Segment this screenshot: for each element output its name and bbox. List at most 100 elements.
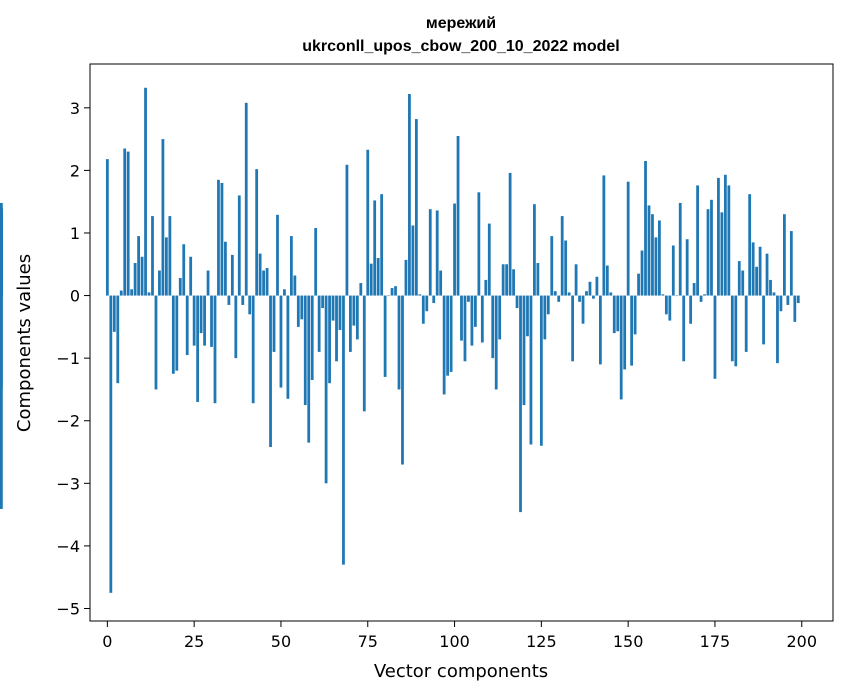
x-tick-label-25: 25 [184, 632, 204, 651]
bar-46 [265, 268, 269, 296]
x-tick-label-200: 200 [786, 632, 817, 651]
y-axis-label: Components values [14, 254, 35, 432]
bar-13 [151, 216, 154, 296]
bar-52 [286, 295, 290, 399]
bar-162 [668, 295, 672, 321]
bar-107 [477, 192, 481, 296]
bar-62 [321, 295, 325, 309]
bar-22 [182, 244, 186, 296]
bar-48 [272, 295, 276, 352]
bar-3 [116, 295, 120, 384]
plot-area [0, 63, 834, 622]
bar-144 [605, 265, 609, 296]
bar-39 [241, 295, 245, 305]
bar-110 [487, 223, 491, 296]
bar-112 [494, 295, 498, 390]
bar-163 [671, 245, 675, 296]
plot-frame [89, 63, 834, 622]
bar-160 [661, 294, 665, 296]
bar-66 [335, 295, 338, 362]
bar-63 [324, 295, 328, 484]
y-tick-label--2: −2 [56, 412, 80, 431]
bar-41 [248, 295, 252, 315]
bar-178 [723, 174, 727, 296]
bar-10 [140, 256, 144, 296]
bar-70 [349, 295, 352, 352]
bar-96 [439, 270, 443, 296]
bar-121 [526, 295, 529, 337]
y-tick-label--4: −4 [56, 537, 80, 556]
bar-11 [144, 87, 147, 296]
bar-21 [178, 278, 182, 296]
x-tick-label-150: 150 [613, 632, 644, 651]
bar-14 [154, 295, 158, 390]
bar-171 [699, 295, 703, 302]
bar-99 [449, 295, 453, 372]
bar-142 [598, 295, 602, 365]
bar-98 [446, 295, 449, 376]
bar-126 [543, 295, 547, 340]
bar-108 [480, 295, 484, 343]
bar-73 [359, 283, 363, 296]
bar-27 [199, 295, 203, 334]
bar-139 [588, 281, 592, 296]
bar-95 [435, 210, 439, 296]
bar-159 [658, 220, 661, 296]
bar-133 [567, 292, 571, 296]
y-tick-label--3: −3 [56, 474, 80, 493]
bar-5 [123, 148, 127, 296]
bar-undefined [0, 253, 3, 296]
bar-106 [474, 295, 477, 327]
bar-183 [741, 270, 745, 296]
bar-134 [571, 295, 574, 362]
bar-76 [369, 263, 373, 296]
bar-67 [338, 295, 342, 330]
bar-102 [460, 295, 463, 341]
bar-166 [682, 295, 686, 362]
bar-186 [751, 242, 755, 296]
bar-31 [213, 295, 217, 404]
bar-47 [269, 295, 272, 448]
bar-59 [310, 295, 314, 381]
bar-87 [408, 94, 411, 296]
bar-20 [175, 295, 179, 371]
x-tick-label-100: 100 [439, 632, 470, 651]
x-tick-label-50: 50 [271, 632, 291, 651]
bar-49 [276, 214, 279, 296]
bar-115 [505, 264, 509, 296]
bar-72 [355, 295, 359, 340]
bar-86 [404, 259, 408, 296]
bar-132 [564, 240, 568, 296]
bar-179 [727, 185, 731, 296]
y-tick-label--5: −5 [56, 599, 80, 618]
bar-16 [161, 139, 165, 296]
bar-82 [390, 288, 394, 296]
bar-60 [314, 227, 318, 296]
bar-84 [397, 295, 401, 390]
bar-151 [630, 295, 634, 366]
bars-group [0, 87, 800, 593]
bar-105 [470, 295, 474, 346]
x-axis-ticks: 0 25 50 75 100 125 150 175 200 [102, 621, 817, 651]
bar-124 [536, 263, 540, 296]
bar-45 [262, 270, 265, 296]
bar-152 [633, 295, 637, 335]
bar-2 [112, 295, 116, 332]
bar-24 [189, 256, 193, 296]
bar-170 [696, 185, 699, 296]
bar-146 [612, 295, 616, 334]
bar-111 [491, 295, 495, 359]
bar-149 [623, 295, 627, 370]
bar-136 [578, 295, 581, 302]
x-axis-label: Vector components [374, 661, 548, 682]
bar-173 [706, 209, 710, 296]
bar-12 [147, 292, 151, 296]
bar-94 [432, 295, 436, 304]
bar-199 [796, 295, 800, 304]
bar-118 [515, 295, 519, 309]
bar-122 [529, 295, 533, 445]
bar-153 [637, 273, 640, 296]
bar-104 [467, 295, 470, 302]
bar-135 [574, 264, 578, 296]
bar-61 [317, 295, 321, 352]
